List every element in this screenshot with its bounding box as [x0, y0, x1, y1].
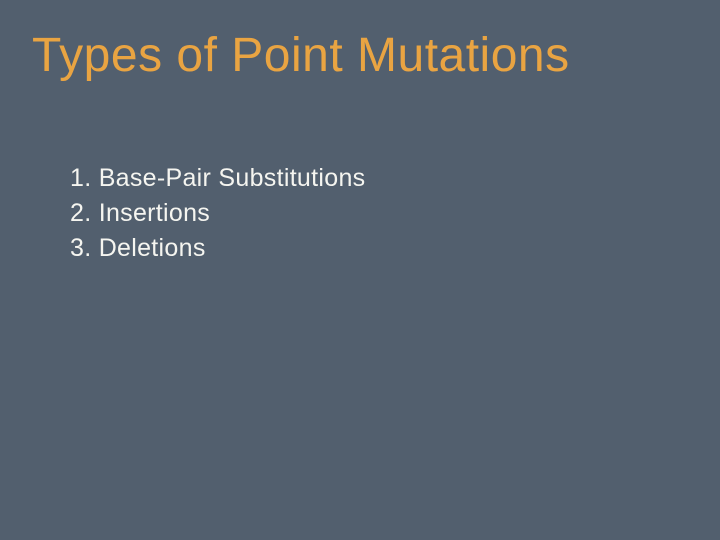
list-item: 2. Insertions — [70, 196, 720, 231]
list-item: 1. Base-Pair Substitutions — [70, 161, 720, 196]
slide-title: Types of Point Mutations — [0, 0, 720, 83]
list-item: 3. Deletions — [70, 231, 720, 266]
content-area: 1. Base-Pair Substitutions 2. Insertions… — [0, 83, 720, 266]
